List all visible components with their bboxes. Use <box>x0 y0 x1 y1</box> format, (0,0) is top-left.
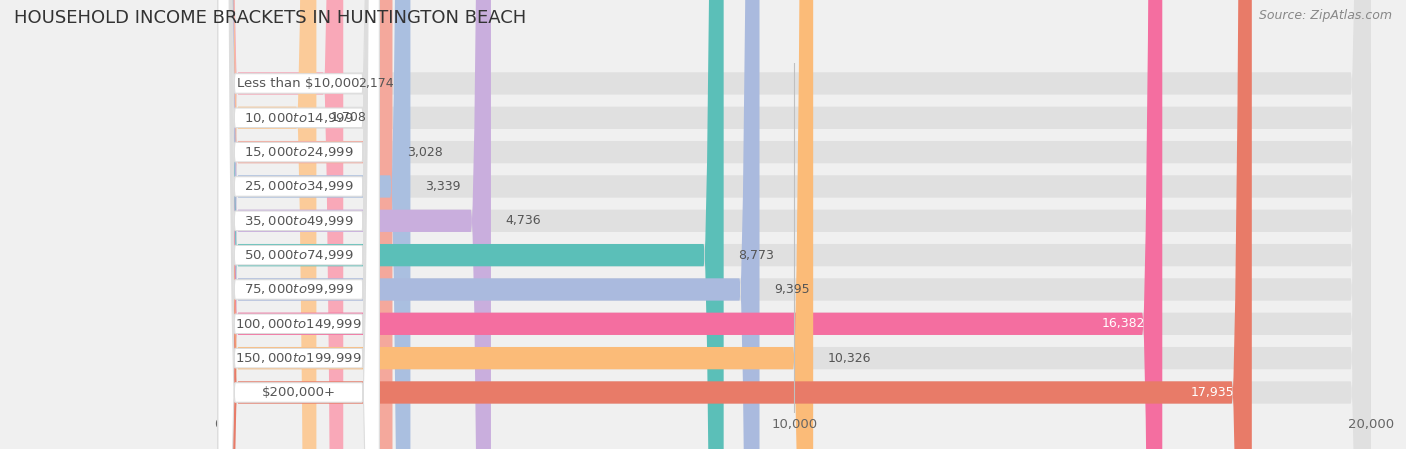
Text: Less than $10,000: Less than $10,000 <box>238 77 360 90</box>
Text: $75,000 to $99,999: $75,000 to $99,999 <box>243 282 353 296</box>
FancyBboxPatch shape <box>218 0 491 449</box>
Text: 9,395: 9,395 <box>773 283 810 296</box>
Text: $50,000 to $74,999: $50,000 to $74,999 <box>243 248 353 262</box>
FancyBboxPatch shape <box>218 0 1371 449</box>
Text: 3,028: 3,028 <box>406 145 443 158</box>
FancyBboxPatch shape <box>218 0 1163 449</box>
FancyBboxPatch shape <box>218 0 392 449</box>
Text: 16,382: 16,382 <box>1101 317 1144 330</box>
FancyBboxPatch shape <box>218 0 1371 449</box>
FancyBboxPatch shape <box>218 0 1371 449</box>
Text: 4,736: 4,736 <box>505 214 541 227</box>
FancyBboxPatch shape <box>218 0 380 449</box>
FancyBboxPatch shape <box>218 0 724 449</box>
Text: $200,000+: $200,000+ <box>262 386 336 399</box>
Text: $150,000 to $199,999: $150,000 to $199,999 <box>235 351 361 365</box>
FancyBboxPatch shape <box>218 0 316 449</box>
Text: Source: ZipAtlas.com: Source: ZipAtlas.com <box>1258 9 1392 22</box>
FancyBboxPatch shape <box>218 0 411 449</box>
FancyBboxPatch shape <box>218 0 1371 449</box>
Text: 3,339: 3,339 <box>425 180 460 193</box>
FancyBboxPatch shape <box>218 0 1371 449</box>
FancyBboxPatch shape <box>218 0 380 449</box>
Text: $15,000 to $24,999: $15,000 to $24,999 <box>243 145 353 159</box>
FancyBboxPatch shape <box>218 0 1371 449</box>
Text: $35,000 to $49,999: $35,000 to $49,999 <box>243 214 353 228</box>
Text: 2,174: 2,174 <box>357 77 394 90</box>
FancyBboxPatch shape <box>218 0 1371 449</box>
FancyBboxPatch shape <box>218 0 380 449</box>
Text: 17,935: 17,935 <box>1191 386 1234 399</box>
FancyBboxPatch shape <box>218 0 380 449</box>
Text: 1,708: 1,708 <box>330 111 367 124</box>
FancyBboxPatch shape <box>218 0 1251 449</box>
FancyBboxPatch shape <box>218 0 1371 449</box>
FancyBboxPatch shape <box>218 0 380 449</box>
FancyBboxPatch shape <box>218 0 813 449</box>
FancyBboxPatch shape <box>218 0 380 449</box>
Text: $10,000 to $14,999: $10,000 to $14,999 <box>243 111 353 125</box>
FancyBboxPatch shape <box>218 0 1371 449</box>
FancyBboxPatch shape <box>218 0 380 449</box>
Text: $100,000 to $149,999: $100,000 to $149,999 <box>235 317 361 331</box>
Text: HOUSEHOLD INCOME BRACKETS IN HUNTINGTON BEACH: HOUSEHOLD INCOME BRACKETS IN HUNTINGTON … <box>14 9 526 27</box>
Text: 10,326: 10,326 <box>828 352 872 365</box>
FancyBboxPatch shape <box>218 0 759 449</box>
FancyBboxPatch shape <box>218 0 380 449</box>
Text: $25,000 to $34,999: $25,000 to $34,999 <box>243 180 353 194</box>
FancyBboxPatch shape <box>218 0 343 449</box>
FancyBboxPatch shape <box>218 0 380 449</box>
Text: 8,773: 8,773 <box>738 249 773 262</box>
FancyBboxPatch shape <box>218 0 380 449</box>
FancyBboxPatch shape <box>218 0 1371 449</box>
